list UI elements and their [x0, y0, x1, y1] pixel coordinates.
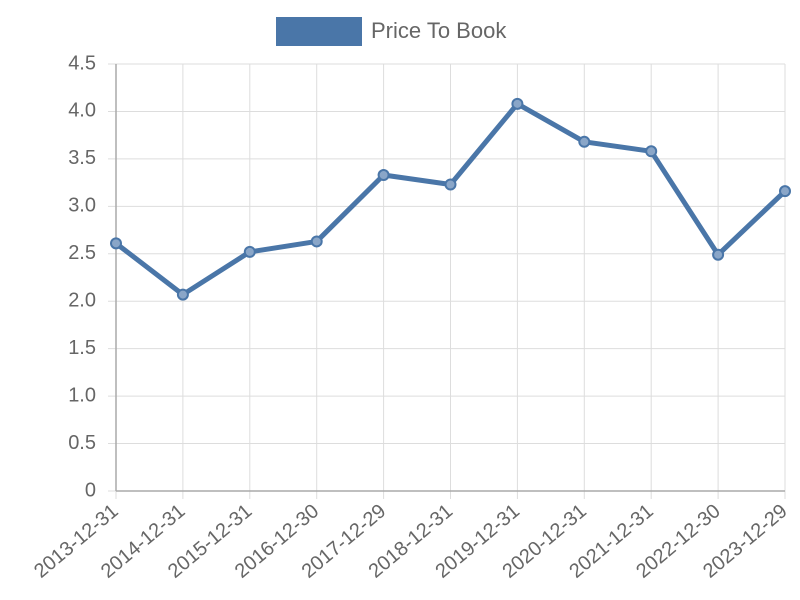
point — [110, 237, 122, 250]
y-tick-label: 1.5 — [68, 337, 96, 359]
point — [377, 169, 390, 182]
legend-swatch — [276, 17, 362, 46]
y-tick-label: 1.0 — [68, 384, 96, 406]
y-tick-label: 0 — [85, 479, 96, 501]
point — [444, 178, 457, 191]
y-tick-label: 3.0 — [68, 195, 96, 217]
y-tick-label: 2.5 — [68, 242, 96, 264]
y-tick-label: 3.5 — [68, 147, 96, 169]
y-tick-label: 4.5 — [68, 52, 96, 74]
point — [645, 145, 658, 158]
y-tick-label: 2.0 — [68, 290, 96, 312]
point — [310, 235, 323, 248]
point — [176, 288, 189, 301]
point — [578, 135, 591, 148]
point — [511, 97, 524, 110]
y-tick-label: 4.0 — [68, 100, 96, 122]
legend-label: Price To Book — [371, 18, 507, 43]
point — [243, 245, 256, 258]
point — [779, 185, 791, 198]
y-tick-label: 0.5 — [68, 432, 96, 454]
point — [712, 248, 725, 261]
